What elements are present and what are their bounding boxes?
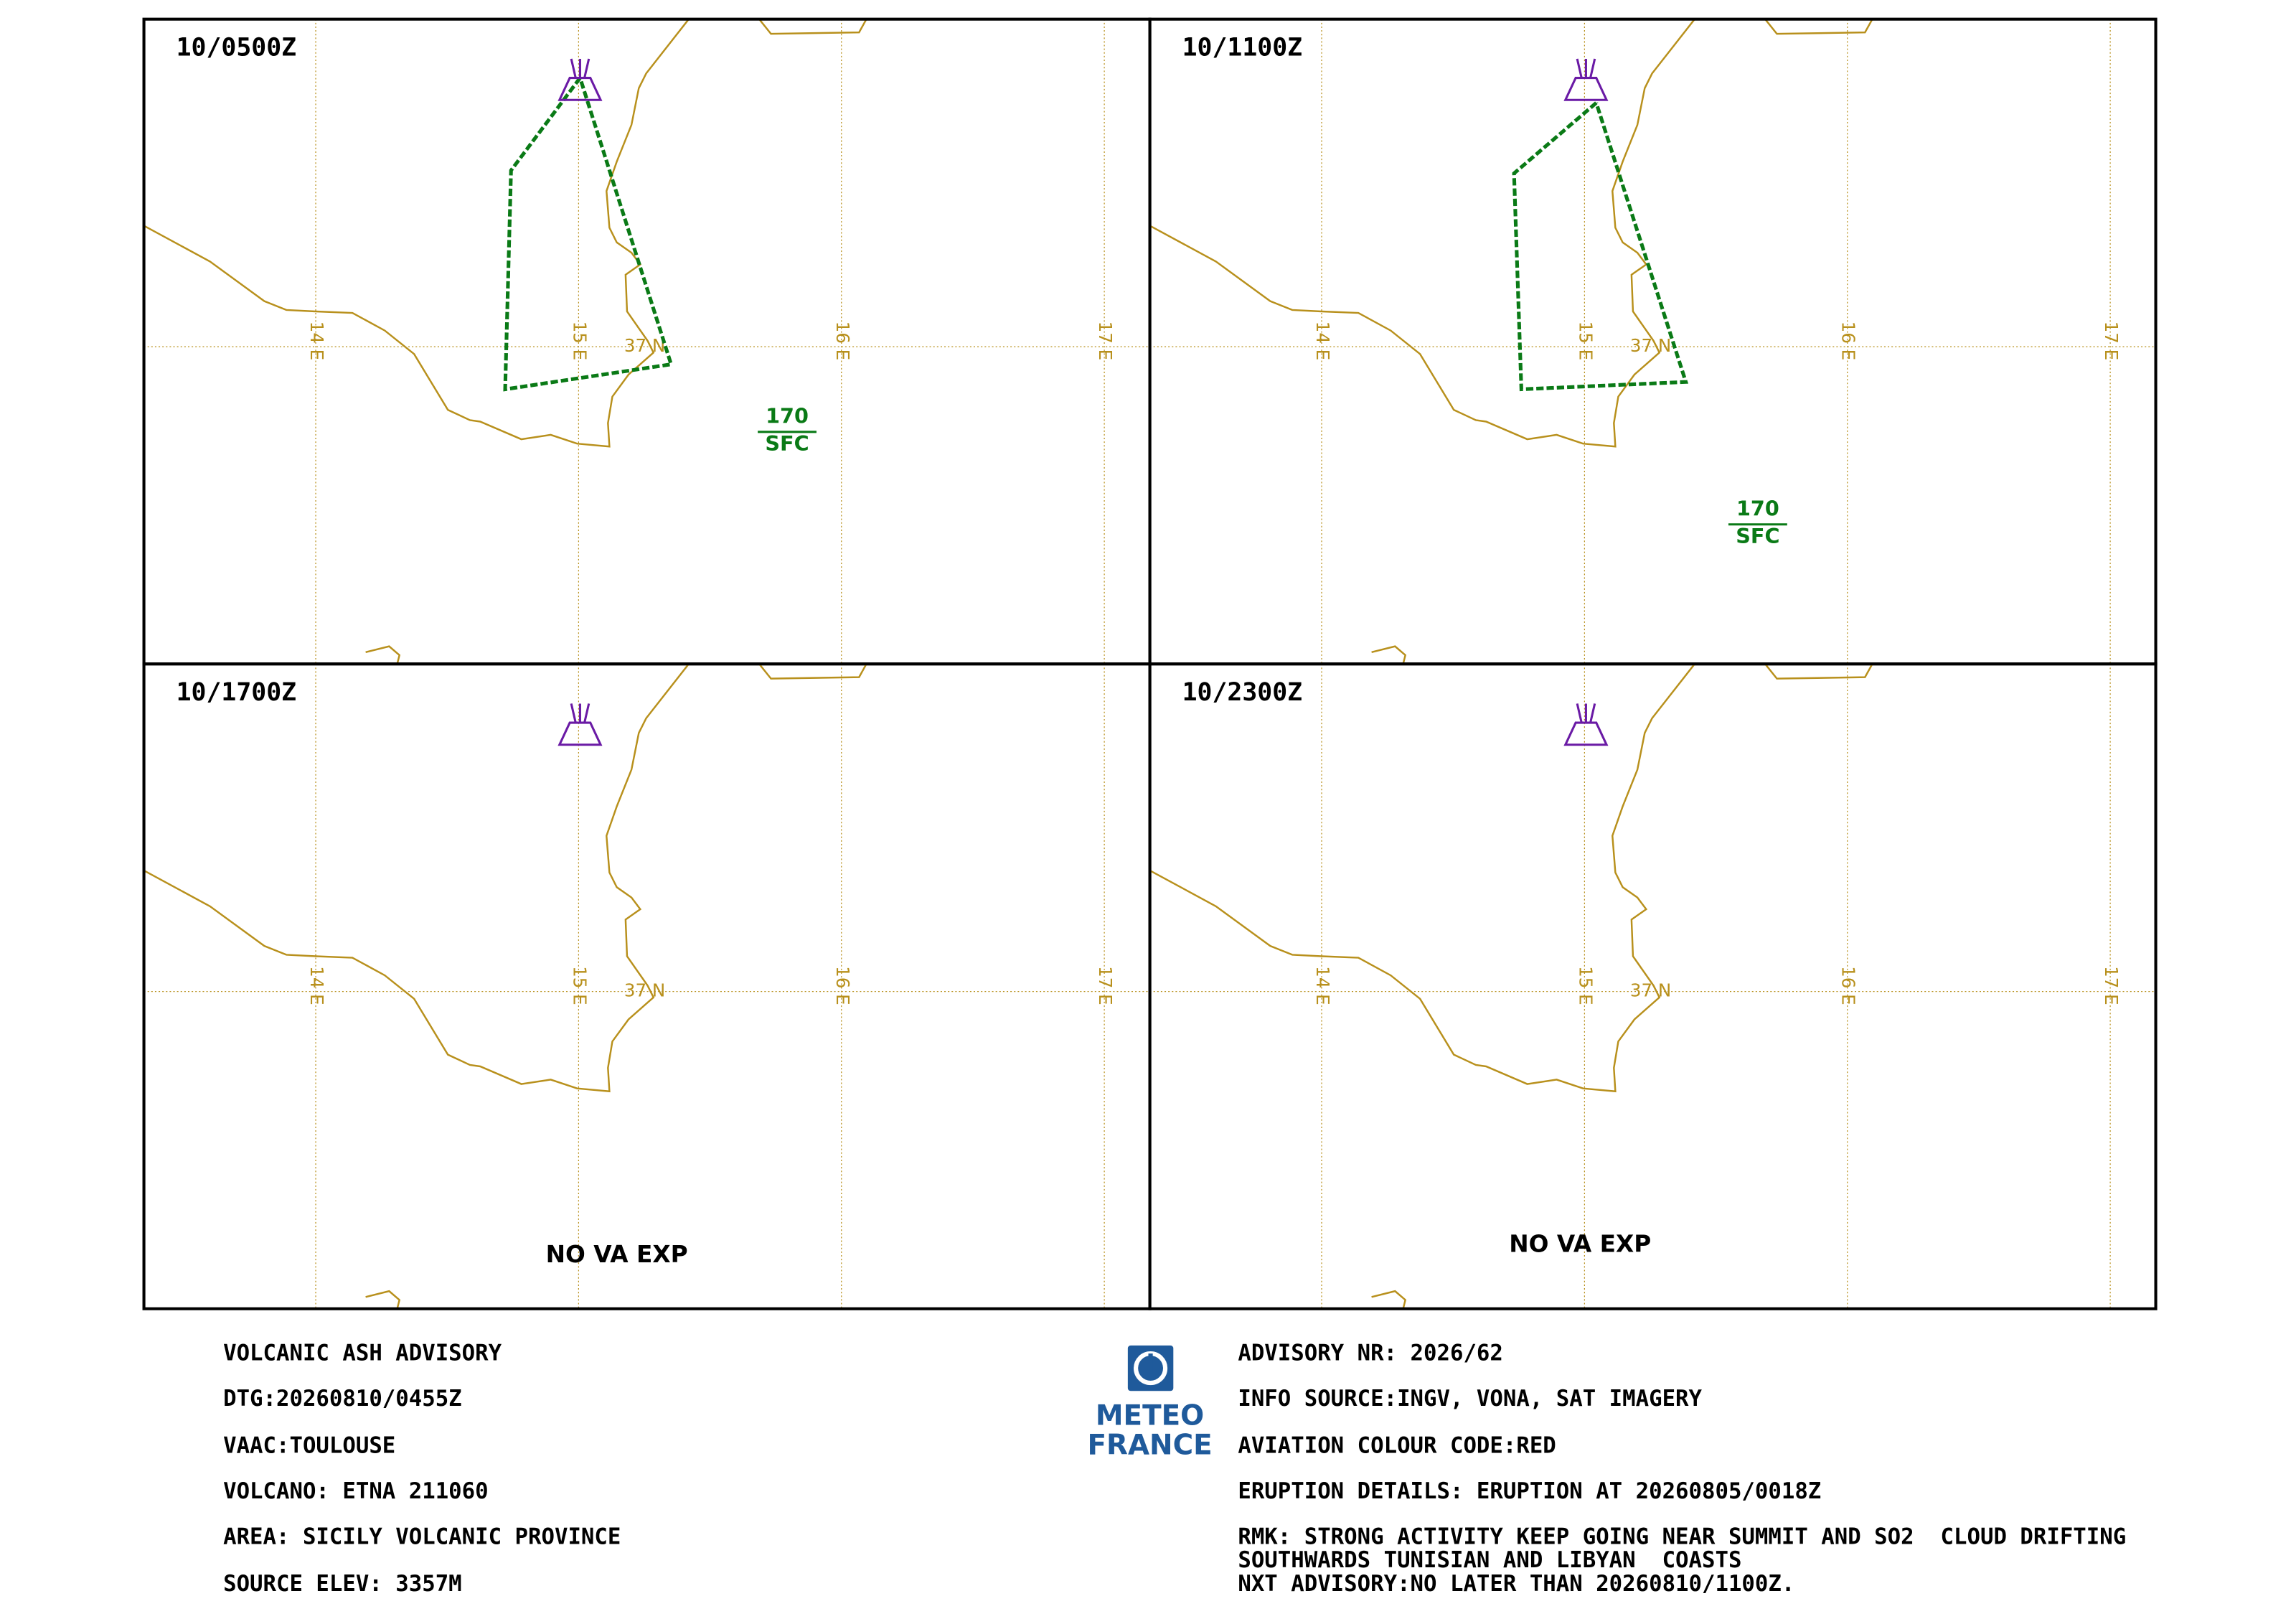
volcano-symbol: [557, 58, 603, 101]
logo-text: METEO: [1096, 1400, 1204, 1432]
volcano-plume: [1576, 703, 1596, 723]
volcano-cone: [557, 721, 603, 746]
advisory-line: AVIATION COLOUR CODE:RED: [1238, 1434, 1556, 1459]
lon-label: 16 E: [832, 321, 853, 361]
lon-label: 14 E: [306, 321, 327, 361]
lon-label: 15 E: [1575, 321, 1596, 361]
lon-label: 17 E: [2101, 966, 2122, 1005]
map-panel: 14 E 15 E 16 E 17 E 37 N 10/1700Z NO VA EXP: [142, 662, 1152, 1310]
lon-label: 16 E: [1838, 321, 1859, 361]
panel-time: 10/0500Z: [177, 34, 297, 62]
lon-label: 16 E: [832, 966, 853, 1005]
map-panel: 14 E 15 E 16 E 17 E 37 N 10/2300Z NO VA EXP: [1148, 662, 2158, 1310]
lon-label: 15 E: [569, 966, 590, 1005]
volcano-symbol: [1563, 703, 1609, 746]
volcano-symbol: [1563, 58, 1609, 101]
lon-label: 14 E: [1312, 966, 1333, 1005]
ash-cloud: [503, 77, 674, 392]
coastline: [365, 1290, 401, 1309]
map-panel: 14 E 15 E 16 E 17 E 37 N 10/1100Z 170 SFC: [1148, 17, 2158, 666]
advisory-line: AREA: SICILY VOLCANIC PROVINCE: [223, 1524, 621, 1549]
lat-label: 37 N: [624, 980, 665, 1001]
volcano-plume: [570, 58, 591, 78]
lat-label: 37 N: [624, 335, 665, 356]
volcano-cone: [1563, 77, 1609, 101]
map-content: 14 E 15 E 16 E 17 E 37 N: [1149, 19, 2156, 665]
coastline: [1371, 1290, 1407, 1309]
advisory-line: SOUTHWARDS TUNISIAN AND LIBYAN COASTS: [1238, 1548, 1741, 1573]
ash-cloud: [1512, 101, 1689, 392]
volcano-cone: [1563, 721, 1609, 746]
lon-label: 15 E: [1575, 966, 1596, 1005]
logo-text: FRANCE: [1087, 1430, 1212, 1462]
advisory-line: INFO SOURCE:INGV, VONA, SAT IMAGERY: [1238, 1386, 1702, 1412]
lon-label: 17 E: [2101, 321, 2122, 361]
lat-label: 37 N: [1630, 335, 1671, 356]
map-content: 14 E 15 E 16 E 17 E 37 N: [144, 19, 1150, 665]
panel-note: NO VA EXP: [1509, 1231, 1651, 1258]
volcano-symbol: [557, 703, 603, 746]
advisory-line: VAAC:TOULOUSE: [223, 1434, 395, 1459]
advisory-line: VOLCANO: ETNA 211060: [223, 1479, 489, 1504]
coastline: [1764, 19, 1873, 35]
coastline: [144, 19, 690, 448]
volcano-cone: [557, 77, 603, 101]
panel-time: 10/1100Z: [1182, 34, 1303, 62]
coastline: [1764, 664, 1873, 680]
lon-label: 15 E: [569, 321, 590, 361]
coastline: [1371, 645, 1407, 665]
lat-label: 37 N: [1630, 980, 1671, 1001]
advisory-line: ERUPTION DETAILS: ERUPTION AT 20260805/0…: [1238, 1479, 1821, 1504]
flight-level-top: 170: [1736, 496, 1779, 520]
advisory-line: VOLCANIC ASH ADVISORY: [223, 1341, 502, 1366]
lon-label: 16 E: [1838, 966, 1859, 1005]
volcano-plume: [1576, 58, 1596, 78]
lon-label: 17 E: [1095, 966, 1116, 1005]
flight-level-bottom: SFC: [765, 431, 809, 456]
map-panel: 14 E 15 E 16 E 17 E 37 N 10/0500Z 170 SFC: [142, 17, 1152, 666]
panel-time: 10/1700Z: [177, 678, 297, 707]
coastline: [758, 19, 867, 35]
coastline: [1149, 664, 1695, 1093]
lon-label: 14 E: [1312, 321, 1333, 361]
advisory-line: ADVISORY NR: 2026/62: [1238, 1341, 1503, 1366]
advisory-line: RMK: STRONG ACTIVITY KEEP GOING NEAR SUM…: [1238, 1524, 2126, 1549]
map-content: 14 E 15 E 16 E 17 E 37 N: [1149, 664, 2156, 1309]
lon-label: 14 E: [306, 966, 327, 1005]
advisory-line: NXT ADVISORY:NO LATER THAN 20260810/1100…: [1238, 1572, 1794, 1597]
coastline: [144, 664, 690, 1093]
lon-label: 17 E: [1095, 321, 1116, 361]
flight-level-top: 170: [766, 403, 809, 428]
panel-note: NO VA EXP: [546, 1241, 688, 1268]
logo: METEO FRANCE: [1087, 1345, 1213, 1462]
panel-frame: [1148, 662, 2158, 1310]
volcano-plume: [570, 703, 591, 723]
flight-level-bottom: SFC: [1736, 524, 1779, 548]
advisory-line: DTG:20260810/0455Z: [223, 1386, 462, 1412]
coastline: [758, 664, 867, 680]
map-content: 14 E 15 E 16 E 17 E 37 N: [144, 664, 1150, 1309]
coastline: [1149, 19, 1695, 448]
advisory-line: SOURCE ELEV: 3357M: [223, 1572, 462, 1597]
panel-time: 10/2300Z: [1182, 678, 1303, 707]
coastline: [365, 645, 401, 665]
